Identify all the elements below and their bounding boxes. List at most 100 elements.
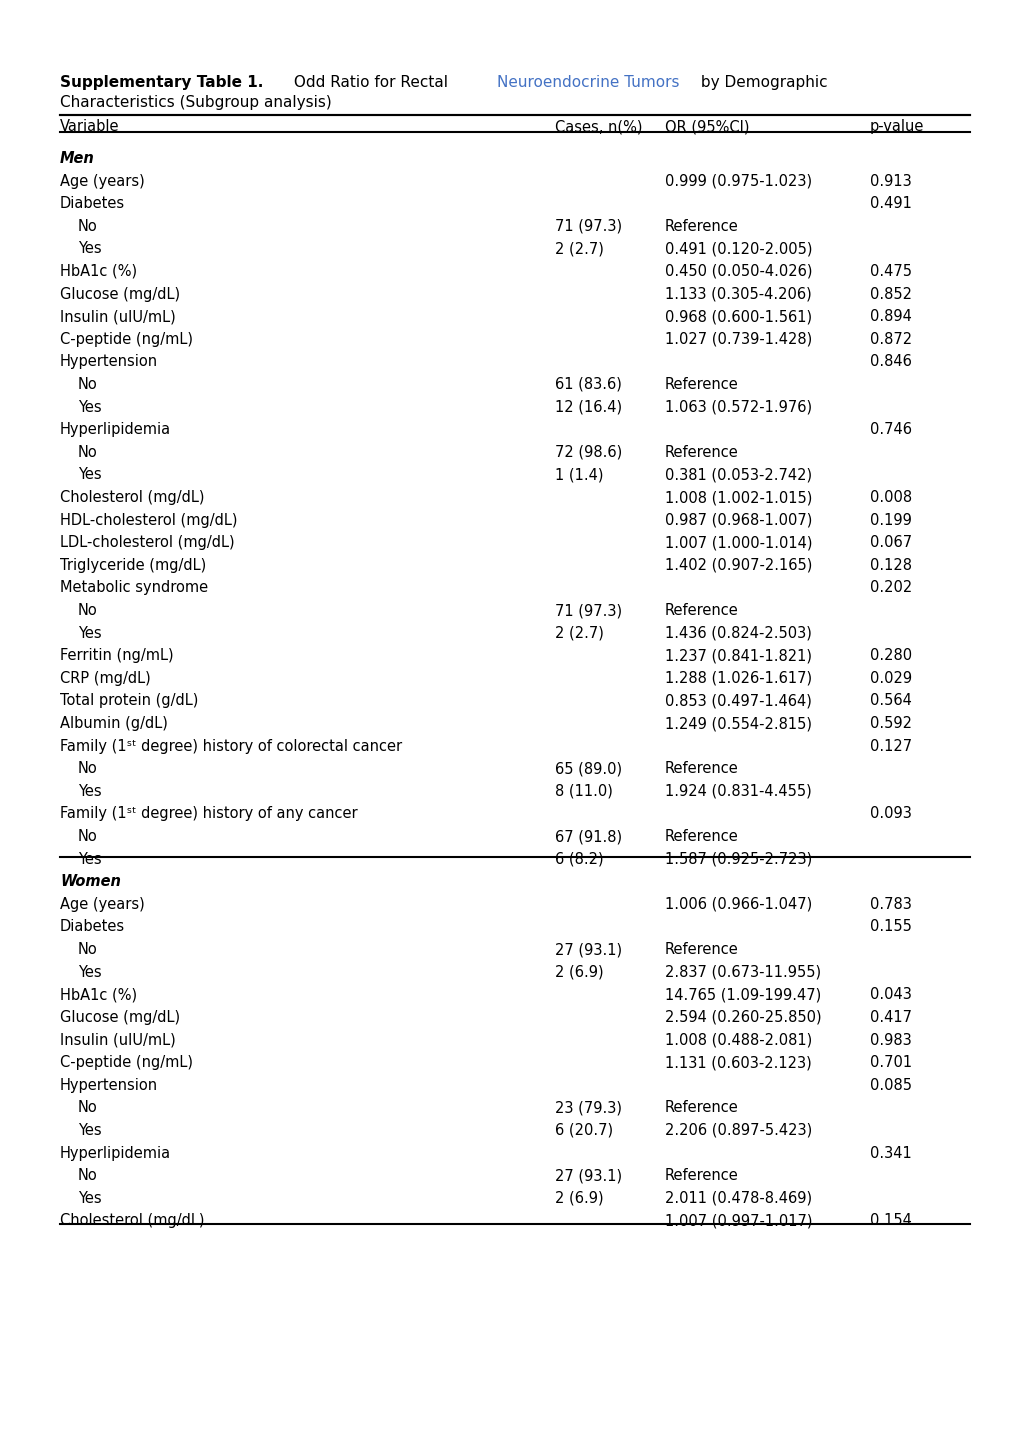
Text: 0.093: 0.093 bbox=[869, 807, 911, 821]
Text: Yes: Yes bbox=[77, 1190, 102, 1206]
Text: 1.131 (0.603-2.123): 1.131 (0.603-2.123) bbox=[664, 1055, 811, 1071]
Text: No: No bbox=[77, 219, 98, 234]
Text: Reference: Reference bbox=[664, 444, 738, 460]
Text: 12 (16.4): 12 (16.4) bbox=[554, 400, 622, 414]
Text: 6 (20.7): 6 (20.7) bbox=[554, 1123, 612, 1139]
Text: 0.913: 0.913 bbox=[869, 173, 911, 189]
Text: 0.853 (0.497-1.464): 0.853 (0.497-1.464) bbox=[664, 694, 811, 709]
Text: HbA1c (%): HbA1c (%) bbox=[60, 987, 137, 1003]
Text: 0.701: 0.701 bbox=[869, 1055, 911, 1071]
Text: 71 (97.3): 71 (97.3) bbox=[554, 219, 622, 234]
Text: 1.237 (0.841-1.821): 1.237 (0.841-1.821) bbox=[664, 648, 811, 664]
Text: 1.006 (0.966-1.047): 1.006 (0.966-1.047) bbox=[664, 898, 811, 912]
Text: 0.280: 0.280 bbox=[869, 648, 911, 664]
Text: Yes: Yes bbox=[77, 784, 102, 799]
Text: No: No bbox=[77, 444, 98, 460]
Text: 27 (93.1): 27 (93.1) bbox=[554, 1169, 622, 1183]
Text: 0.202: 0.202 bbox=[869, 580, 911, 596]
Text: 0.043: 0.043 bbox=[869, 987, 911, 1003]
Text: Glucose (mg/dL): Glucose (mg/dL) bbox=[60, 1010, 180, 1025]
Text: 0.491 (0.120-2.005): 0.491 (0.120-2.005) bbox=[664, 241, 812, 257]
Text: 0.450 (0.050-4.026): 0.450 (0.050-4.026) bbox=[664, 264, 812, 278]
Text: LDL-cholesterol (mg/dL): LDL-cholesterol (mg/dL) bbox=[60, 535, 234, 550]
Text: 71 (97.3): 71 (97.3) bbox=[554, 603, 622, 618]
Text: 0.085: 0.085 bbox=[869, 1078, 911, 1092]
Text: 1.249 (0.554-2.815): 1.249 (0.554-2.815) bbox=[664, 716, 811, 732]
Text: Insulin (uIU/mL): Insulin (uIU/mL) bbox=[60, 1033, 175, 1048]
Text: 6 (8.2): 6 (8.2) bbox=[554, 851, 603, 867]
Text: Metabolic syndrome: Metabolic syndrome bbox=[60, 580, 208, 596]
Text: by Demographic: by Demographic bbox=[695, 75, 826, 89]
Text: Hypertension: Hypertension bbox=[60, 355, 158, 369]
Text: 2.837 (0.673-11.955): 2.837 (0.673-11.955) bbox=[664, 965, 820, 980]
Text: No: No bbox=[77, 1169, 98, 1183]
Text: 1.587 (0.925-2.723): 1.587 (0.925-2.723) bbox=[664, 851, 811, 867]
Text: 0.381 (0.053-2.742): 0.381 (0.053-2.742) bbox=[664, 468, 811, 482]
Text: 1.436 (0.824-2.503): 1.436 (0.824-2.503) bbox=[664, 626, 811, 641]
Text: Yes: Yes bbox=[77, 468, 102, 482]
Text: C-peptide (ng/mL): C-peptide (ng/mL) bbox=[60, 332, 193, 346]
Text: 0.968 (0.600-1.561): 0.968 (0.600-1.561) bbox=[664, 309, 811, 325]
Text: HDL-cholesterol (mg/dL): HDL-cholesterol (mg/dL) bbox=[60, 512, 237, 528]
Text: 0.475: 0.475 bbox=[869, 264, 911, 278]
Text: 2 (6.9): 2 (6.9) bbox=[554, 965, 603, 980]
Text: Total protein (g/dL): Total protein (g/dL) bbox=[60, 694, 198, 709]
Text: 2.206 (0.897-5.423): 2.206 (0.897-5.423) bbox=[664, 1123, 811, 1139]
Text: Diabetes: Diabetes bbox=[60, 919, 125, 935]
Text: Age (years): Age (years) bbox=[60, 173, 145, 189]
Text: Family (1ˢᵗ degree) history of any cancer: Family (1ˢᵗ degree) history of any cance… bbox=[60, 807, 358, 821]
Text: 0.155: 0.155 bbox=[869, 919, 911, 935]
Text: 2 (6.9): 2 (6.9) bbox=[554, 1190, 603, 1206]
Text: Reference: Reference bbox=[664, 762, 738, 776]
Text: Hypertension: Hypertension bbox=[60, 1078, 158, 1092]
Text: 72 (98.6): 72 (98.6) bbox=[554, 444, 622, 460]
Text: C-peptide (ng/mL): C-peptide (ng/mL) bbox=[60, 1055, 193, 1071]
Text: 0.846: 0.846 bbox=[869, 355, 911, 369]
Text: Insulin (uIU/mL): Insulin (uIU/mL) bbox=[60, 309, 175, 325]
Text: No: No bbox=[77, 377, 98, 392]
Text: Cholesterol (mg/dL): Cholesterol (mg/dL) bbox=[60, 1214, 204, 1228]
Text: 1.924 (0.831-4.455): 1.924 (0.831-4.455) bbox=[664, 784, 811, 799]
Text: HbA1c (%): HbA1c (%) bbox=[60, 264, 137, 278]
Text: Age (years): Age (years) bbox=[60, 898, 145, 912]
Text: 0.029: 0.029 bbox=[869, 671, 911, 685]
Text: Hyperlipidemia: Hyperlipidemia bbox=[60, 1146, 171, 1160]
Text: Reference: Reference bbox=[664, 830, 738, 844]
Text: Hyperlipidemia: Hyperlipidemia bbox=[60, 423, 171, 437]
Text: Cholesterol (mg/dL): Cholesterol (mg/dL) bbox=[60, 491, 204, 505]
Text: 0.008: 0.008 bbox=[869, 491, 911, 505]
Text: Reference: Reference bbox=[664, 942, 738, 957]
Text: No: No bbox=[77, 603, 98, 618]
Text: No: No bbox=[77, 762, 98, 776]
Text: 2 (2.7): 2 (2.7) bbox=[554, 626, 603, 641]
Text: 0.987 (0.968-1.007): 0.987 (0.968-1.007) bbox=[664, 512, 811, 528]
Text: Odd Ratio for Rectal: Odd Ratio for Rectal bbox=[288, 75, 452, 89]
Text: Cases, n(%): Cases, n(%) bbox=[554, 120, 642, 134]
Text: CRP (mg/dL): CRP (mg/dL) bbox=[60, 671, 151, 685]
Text: 0.564: 0.564 bbox=[869, 694, 911, 709]
Text: 1.007 (1.000-1.014): 1.007 (1.000-1.014) bbox=[664, 535, 812, 550]
Text: Reference: Reference bbox=[664, 1169, 738, 1183]
Text: 0.872: 0.872 bbox=[869, 332, 911, 346]
Text: Variable: Variable bbox=[60, 120, 119, 134]
Text: Neuroendocrine Tumors: Neuroendocrine Tumors bbox=[496, 75, 679, 89]
Text: 14.765 (1.09-199.47): 14.765 (1.09-199.47) bbox=[664, 987, 820, 1003]
Text: 23 (79.3): 23 (79.3) bbox=[554, 1101, 622, 1115]
Text: 1 (1.4): 1 (1.4) bbox=[554, 468, 603, 482]
Text: 1.288 (1.026-1.617): 1.288 (1.026-1.617) bbox=[664, 671, 811, 685]
Text: 0.592: 0.592 bbox=[869, 716, 911, 732]
Text: 0.067: 0.067 bbox=[869, 535, 911, 550]
Text: Diabetes: Diabetes bbox=[60, 196, 125, 211]
Text: 2.011 (0.478-8.469): 2.011 (0.478-8.469) bbox=[664, 1190, 811, 1206]
Text: 0.341: 0.341 bbox=[869, 1146, 911, 1160]
Text: Albumin (g/dL): Albumin (g/dL) bbox=[60, 716, 168, 732]
Text: 1.008 (0.488-2.081): 1.008 (0.488-2.081) bbox=[664, 1033, 811, 1048]
Text: Yes: Yes bbox=[77, 626, 102, 641]
Text: No: No bbox=[77, 830, 98, 844]
Text: 1.063 (0.572-1.976): 1.063 (0.572-1.976) bbox=[664, 400, 811, 414]
Text: 1.008 (1.002-1.015): 1.008 (1.002-1.015) bbox=[664, 491, 811, 505]
Text: 8 (11.0): 8 (11.0) bbox=[554, 784, 612, 799]
Text: 61 (83.6): 61 (83.6) bbox=[554, 377, 622, 392]
Text: 0.417: 0.417 bbox=[869, 1010, 911, 1025]
Text: 1.402 (0.907-2.165): 1.402 (0.907-2.165) bbox=[664, 558, 811, 573]
